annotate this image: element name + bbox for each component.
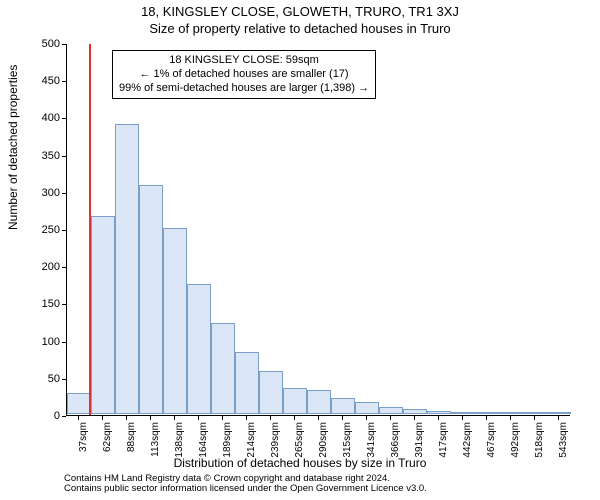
x-tick-mark xyxy=(366,416,367,420)
histogram-bar xyxy=(283,388,307,414)
y-tick-mark xyxy=(62,81,66,82)
x-tick-mark xyxy=(510,416,511,420)
histogram-bar xyxy=(523,412,547,414)
histogram-bar xyxy=(427,411,451,414)
y-tick-mark xyxy=(62,267,66,268)
histogram-bar xyxy=(235,352,259,414)
histogram-bar xyxy=(547,412,571,414)
y-tick-mark xyxy=(62,342,66,343)
y-tick-label: 200 xyxy=(32,261,60,273)
histogram-bar xyxy=(139,185,163,414)
y-tick-label: 300 xyxy=(32,187,60,199)
x-tick-mark xyxy=(246,416,247,420)
annotation-box: 18 KINGSLEY CLOSE: 59sqm ← 1% of detache… xyxy=(112,50,376,99)
x-tick-mark xyxy=(102,416,103,420)
reference-line xyxy=(89,44,91,415)
histogram-bar xyxy=(67,393,91,414)
x-tick-mark xyxy=(150,416,151,420)
chart-area: 18 KINGSLEY CLOSE: 59sqm ← 1% of detache… xyxy=(66,44,570,416)
histogram-bar xyxy=(379,407,403,414)
histogram-bar xyxy=(163,228,187,414)
histogram-bar xyxy=(259,371,283,414)
y-tick-label: 450 xyxy=(32,75,60,87)
x-tick-mark xyxy=(174,416,175,420)
x-tick-mark xyxy=(126,416,127,420)
y-tick-mark xyxy=(62,304,66,305)
x-tick-mark xyxy=(222,416,223,420)
y-tick-mark xyxy=(62,118,66,119)
y-tick-label: 100 xyxy=(32,336,60,348)
annotation-line2: ← 1% of detached houses are smaller (17) xyxy=(119,68,369,82)
x-tick-mark xyxy=(390,416,391,420)
x-tick-mark xyxy=(78,416,79,420)
chart-container: 18, KINGSLEY CLOSE, GLOWETH, TRURO, TR1 … xyxy=(0,0,600,500)
histogram-bar xyxy=(187,284,211,414)
histogram-bar xyxy=(355,402,379,414)
histogram-bar xyxy=(307,390,331,414)
histogram-bar xyxy=(499,412,523,414)
y-tick-mark xyxy=(62,44,66,45)
footer-line2: Contains public sector information licen… xyxy=(64,484,427,494)
y-tick-label: 400 xyxy=(32,112,60,124)
plot-area xyxy=(66,44,570,416)
x-tick-mark xyxy=(342,416,343,420)
y-tick-mark xyxy=(62,230,66,231)
x-tick-mark xyxy=(558,416,559,420)
y-tick-label: 500 xyxy=(32,38,60,50)
y-tick-label: 150 xyxy=(32,298,60,310)
histogram-bar xyxy=(451,412,475,414)
x-axis-label: Distribution of detached houses by size … xyxy=(0,456,600,470)
y-tick-label: 0 xyxy=(32,410,60,422)
x-tick-mark xyxy=(486,416,487,420)
y-tick-label: 250 xyxy=(32,224,60,236)
histogram-bar xyxy=(331,398,355,414)
y-tick-mark xyxy=(62,193,66,194)
histogram-bar xyxy=(91,216,115,414)
y-axis-label: Number of detached properties xyxy=(6,65,20,230)
title-address: 18, KINGSLEY CLOSE, GLOWETH, TRURO, TR1 … xyxy=(0,0,600,19)
x-tick-mark xyxy=(462,416,463,420)
x-tick-mark xyxy=(294,416,295,420)
histogram-bar xyxy=(403,409,427,414)
x-tick-mark xyxy=(318,416,319,420)
y-tick-mark xyxy=(62,416,66,417)
y-tick-mark xyxy=(62,379,66,380)
x-tick-mark xyxy=(534,416,535,420)
histogram-bar xyxy=(475,412,499,414)
x-tick-mark xyxy=(270,416,271,420)
y-tick-label: 50 xyxy=(32,373,60,385)
annotation-line1: 18 KINGSLEY CLOSE: 59sqm xyxy=(119,54,369,68)
x-tick-mark xyxy=(438,416,439,420)
x-tick-mark xyxy=(198,416,199,420)
annotation-line3: 99% of semi-detached houses are larger (… xyxy=(119,82,369,96)
y-tick-label: 350 xyxy=(32,150,60,162)
histogram-bar xyxy=(115,124,139,414)
histogram-bar xyxy=(211,323,235,414)
x-tick-mark xyxy=(414,416,415,420)
title-subtitle: Size of property relative to detached ho… xyxy=(0,19,600,36)
footer-text: Contains HM Land Registry data © Crown c… xyxy=(64,474,427,495)
y-tick-mark xyxy=(62,156,66,157)
